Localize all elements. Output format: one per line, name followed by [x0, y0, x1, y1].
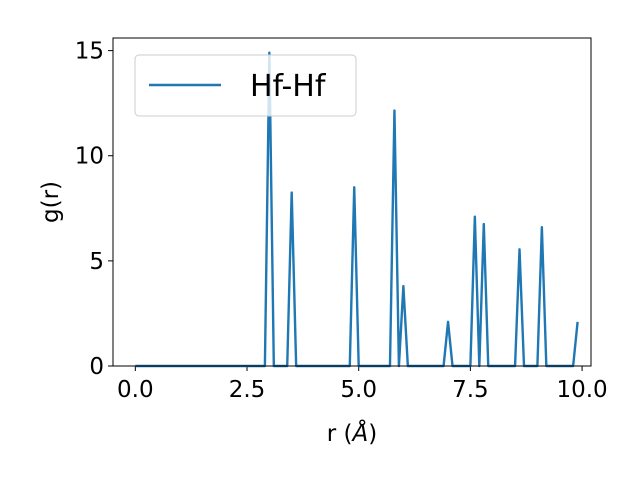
plot-frame: [112, 37, 592, 367]
legend-label-hf-hf: Hf-Hf: [250, 69, 327, 104]
x-axis-label-unit: Å: [351, 419, 369, 447]
legend-box: [134, 54, 357, 117]
y-tick-label: 15: [75, 39, 104, 65]
x-tick-label: 10.0: [556, 377, 607, 403]
x-tick-label: 0.0: [117, 377, 154, 403]
y-tick-label: 5: [89, 249, 104, 275]
legend: Hf-Hf: [134, 54, 357, 117]
x-axis-label: r (Å): [327, 419, 377, 447]
y-axis-ticks: 0 5 10 15: [75, 39, 113, 380]
x-tick-label: 2.5: [229, 377, 266, 403]
x-axis-label-suffix: ): [368, 421, 377, 447]
x-tick-label: 5.0: [340, 377, 377, 403]
x-tick-label: 7.5: [452, 377, 489, 403]
y-tick-label: 10: [75, 144, 104, 170]
y-tick-label: 0: [89, 354, 104, 380]
x-axis-ticks: 0.0 2.5 5.0 7.5 10.0: [117, 366, 608, 403]
y-axis-label: g(r): [38, 181, 64, 223]
x-axis-label-prefix: r (: [327, 421, 353, 447]
